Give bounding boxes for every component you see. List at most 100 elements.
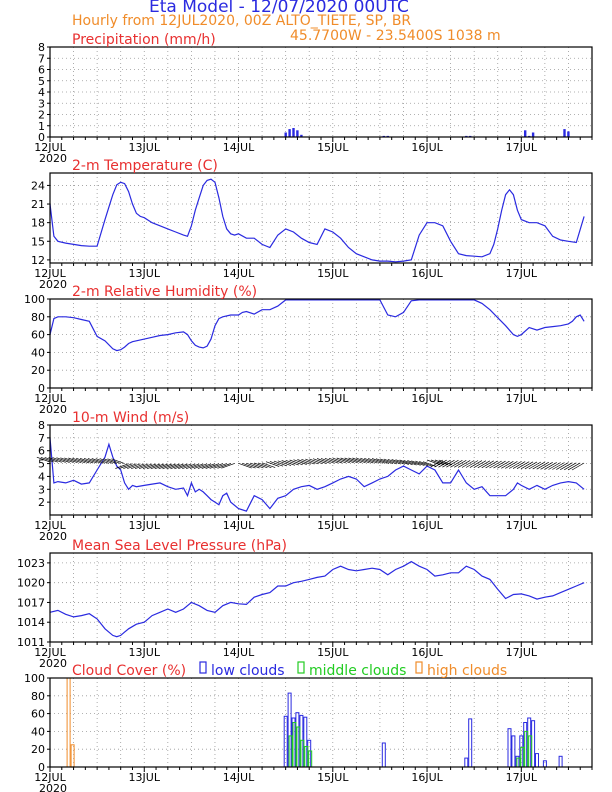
wind-arrow: [297, 459, 311, 465]
wind-arrow: [60, 457, 74, 463]
y-tick-label: 1: [38, 120, 45, 133]
bar-low-clouds: [511, 735, 516, 768]
precip-bar: [288, 129, 291, 137]
wind-arrow: [489, 460, 502, 469]
year-label: 2020: [39, 278, 67, 291]
year-label: 2020: [39, 657, 67, 670]
wind-arrow: [285, 459, 299, 466]
wind-arrow: [497, 460, 510, 469]
wind-arrow: [391, 459, 406, 465]
x-tick-label: 12JUL: [34, 646, 66, 659]
series-line: [49, 299, 585, 352]
y-tick-label: 12: [31, 254, 45, 267]
legend-entry: middle clouds: [309, 663, 406, 679]
wind-arrow: [75, 457, 90, 464]
y-tick-label: 1014: [17, 616, 45, 629]
y-tick-label: 5: [38, 75, 45, 88]
wind-arrow: [316, 458, 331, 464]
wind-arrow: [324, 457, 339, 464]
plot-frame: [49, 46, 593, 138]
wind-arrow: [419, 461, 433, 467]
wind-arrow: [209, 463, 223, 469]
x-tick-label: 17JUL: [506, 141, 538, 154]
y-tick-label: 4: [38, 470, 45, 483]
wind-arrow: [138, 463, 153, 470]
bar-low-clouds: [507, 728, 512, 768]
wind-arrow: [115, 463, 129, 469]
y-tick-label: 20: [31, 364, 45, 377]
wind-arrow: [552, 462, 565, 470]
wind-arrow: [142, 463, 157, 470]
x-tick-label: 17JUL: [506, 771, 538, 784]
y-tick-label: 15: [31, 235, 45, 248]
year-label: 2020: [39, 530, 67, 543]
wind-arrow: [336, 457, 351, 464]
wind-arrow: [360, 457, 374, 464]
x-tick-label: 16JUL: [411, 267, 443, 280]
bar-low-clouds: [535, 753, 539, 768]
chart-panel-5: 1011 1014 1017 1020 1023 12JUL 13JUL 14JUL 15JUL…: [17, 538, 593, 670]
wind-arrow: [130, 463, 145, 470]
wind-arrow: [332, 457, 347, 464]
wind-arrow: [265, 461, 280, 467]
legend-swatch: [297, 661, 305, 674]
bar-low-clouds: [558, 755, 563, 768]
wind-arrow: [182, 463, 196, 470]
wind-arrow: [64, 457, 78, 464]
y-tick-label: 100: [24, 672, 45, 685]
wind-arrow: [52, 457, 66, 463]
wind-arrow: [320, 458, 335, 464]
wind-arrow: [238, 462, 252, 469]
y-tick-label: 20: [31, 743, 45, 756]
y-tick-label: 4: [38, 86, 45, 99]
wind-arrow: [446, 459, 459, 468]
wind-arrow: [261, 462, 276, 468]
y-tick-label: 6: [38, 445, 45, 458]
precip-bar: [300, 134, 303, 138]
series-line: [49, 437, 585, 512]
wind-arrow: [399, 459, 413, 466]
x-tick-label: 15JUL: [317, 141, 349, 154]
panel-title: Cloud Cover (%): [72, 663, 186, 679]
series-line: [49, 560, 585, 638]
y-tick-label: 8: [38, 419, 45, 432]
y-tick-label: 24: [31, 179, 45, 192]
wind-arrow: [201, 463, 216, 469]
x-tick-label: 14JUL: [223, 771, 255, 784]
bar-high-clouds: [66, 677, 71, 768]
wind-arrow: [40, 456, 55, 463]
wind-arrow: [146, 463, 161, 470]
wind-arrow: [72, 457, 86, 464]
wind-arrow: [246, 462, 260, 469]
x-tick-label: 12JUL: [34, 141, 66, 154]
wind-arrow: [395, 459, 409, 465]
x-tick-label: 13JUL: [129, 392, 161, 405]
page-title: Eta Model - 12/07/2020 00UTC: [149, 0, 409, 17]
wind-arrow: [540, 461, 553, 470]
wind-arrow: [44, 457, 59, 463]
panel-title: 2-m Relative Humidity (%): [72, 284, 257, 300]
wind-arrow: [166, 463, 180, 470]
x-tick-label: 16JUL: [411, 771, 443, 784]
wind-arrow: [242, 462, 256, 469]
y-tick-label: 1011: [17, 636, 45, 649]
wind-arrow: [79, 457, 94, 464]
panel-title: 2-m Temperature (C): [72, 158, 218, 174]
bar-low-clouds: [283, 715, 288, 768]
wind-arrows: [36, 456, 585, 471]
wind-arrow: [407, 460, 421, 466]
wind-arrow: [430, 459, 445, 466]
wind-arrow: [123, 463, 137, 469]
y-tick-label: 2: [38, 496, 45, 509]
x-tick-label: 17JUL: [506, 646, 538, 659]
wind-arrow: [415, 460, 429, 467]
wind-arrow: [197, 463, 212, 469]
precip-bar: [524, 130, 527, 138]
y-tick-label: 6: [38, 64, 45, 77]
wind-arrow: [95, 458, 110, 464]
wind-arrow: [422, 461, 437, 467]
y-tick-label: 0: [38, 761, 45, 774]
plot-frame: [49, 298, 593, 389]
